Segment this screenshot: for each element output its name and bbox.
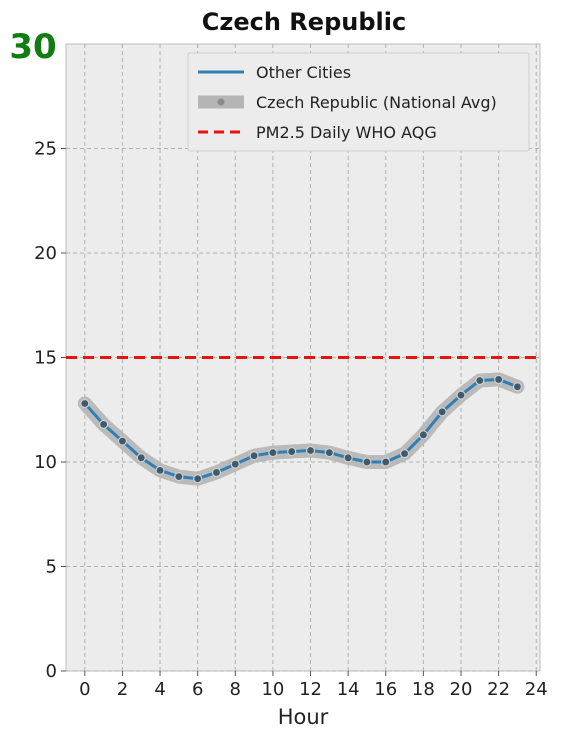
- x-axis-label: Hour: [278, 705, 329, 729]
- y-tick-label: 5: [46, 557, 57, 578]
- national-avg-point: [230, 459, 240, 469]
- x-tick-label: 12: [299, 679, 322, 700]
- legend-box: [187, 52, 530, 152]
- national-avg-point: [155, 465, 165, 475]
- national-avg-point: [381, 457, 391, 467]
- x-tick-label: 18: [412, 679, 435, 700]
- y-tick-label: 25: [34, 139, 57, 160]
- national-avg-point: [343, 453, 353, 463]
- national-avg-point: [399, 449, 410, 459]
- x-tick-label: 16: [374, 679, 397, 700]
- legend-label-other-cities: Other Cities: [256, 63, 351, 82]
- x-tick-label: 6: [192, 679, 203, 700]
- national-avg-point: [136, 453, 146, 463]
- national-avg-point: [324, 447, 334, 458]
- y-tick-label: 15: [34, 348, 57, 369]
- national-avg-point: [249, 451, 259, 461]
- x-tick-label: 24: [525, 679, 548, 700]
- x-tick-label: 10: [261, 679, 284, 700]
- legend-label-national-avg: Czech Republic (National Avg): [256, 93, 497, 112]
- national-avg-point: [456, 390, 466, 400]
- national-avg-point: [475, 375, 485, 386]
- national-avg-point: [99, 419, 109, 429]
- x-tick-label: 22: [487, 679, 510, 700]
- y-tick-label: 0: [46, 661, 57, 682]
- national-avg-point: [437, 407, 447, 417]
- national-avg-point: [287, 446, 297, 457]
- x-tick-label: 20: [450, 679, 473, 700]
- x-tick-label: 2: [117, 679, 128, 700]
- national-avg-point: [80, 398, 90, 409]
- legend: Other Cities Czech Republic (National Av…: [187, 52, 530, 152]
- x-tick-label: 8: [230, 679, 241, 700]
- x-tick-label: 14: [337, 679, 360, 700]
- national-avg-point: [174, 472, 184, 482]
- national-avg-point: [117, 436, 128, 446]
- series-group: [77, 372, 525, 486]
- legend-label-who-aqg: PM2.5 Daily WHO AQG: [256, 123, 437, 142]
- national-avg-point: [512, 382, 523, 392]
- national-avg-point: [305, 445, 316, 456]
- y-max-label: 30: [9, 27, 56, 67]
- x-tick-label: 4: [154, 679, 165, 700]
- national-avg-point: [418, 430, 428, 440]
- national-avg-point: [268, 447, 278, 458]
- national-avg-point: [193, 474, 203, 484]
- y-tick-label: 10: [34, 452, 57, 473]
- national-avg-point: [494, 374, 504, 385]
- national-avg-point: [362, 457, 372, 467]
- x-tick-label: 0: [79, 679, 90, 700]
- y-tick-label: 20: [34, 243, 57, 264]
- national-avg-point: [211, 467, 222, 478]
- chart-title: Czech Republic: [202, 8, 406, 36]
- legend-swatch-national-avg-marker: [217, 98, 225, 106]
